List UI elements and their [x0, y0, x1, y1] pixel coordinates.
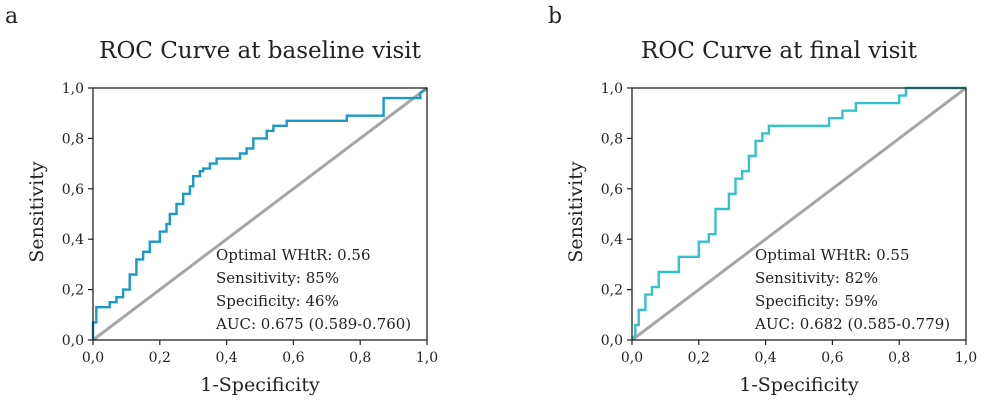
x-tick-label: 0,2 — [149, 350, 171, 366]
x-tick-label: 0,6 — [282, 350, 304, 366]
x-tick-label: 0,4 — [754, 350, 776, 366]
reference-diagonal-line-a — [92, 86, 428, 342]
annotation-specificity-a: Specificity: 46% — [216, 292, 339, 310]
annotation-auc-b: AUC: 0.682 (0.585-0.779) — [754, 315, 950, 333]
x-tick-label: 1,0 — [416, 350, 438, 366]
y-axis-label-a: Sensitivity — [26, 161, 48, 262]
y-tick-label: 0,2 — [62, 283, 84, 299]
plot-frame-b — [631, 87, 967, 341]
y-tick-label: 0,4 — [601, 232, 623, 248]
annotation-sensitivity-a: Sensitivity: 85% — [216, 269, 339, 287]
x-tick-label: 0,0 — [621, 350, 643, 366]
y-tick-label: 0,6 — [601, 182, 623, 198]
y-axis-label-b: Sensitivity — [565, 161, 587, 262]
x-axis-label-b: 1-Specificity — [739, 374, 859, 396]
annotation-sensitivity-b: Sensitivity: 82% — [755, 269, 878, 287]
x-tick-labels-a: 0,0 0,2 0,4 0,6 0,8 1,0 — [82, 340, 438, 366]
reference-diagonal-line-b — [631, 86, 967, 342]
annotation-optimal-whtr-b: Optimal WHtR: 0.55 — [755, 246, 910, 264]
x-tick-label: 0,0 — [82, 350, 104, 366]
chart-title-b: ROC Curve at final visit — [641, 38, 918, 64]
panel-letter-b: b — [548, 4, 562, 29]
x-tick-labels-b: 0,0 0,2 0,4 0,6 0,8 1,0 — [621, 340, 977, 366]
y-tick-labels-a: 0,0 0,2 0,4 0,6 0,8 1,0 — [62, 81, 93, 349]
chart-title-a: ROC Curve at baseline visit — [99, 38, 421, 64]
roc-curve-line-a — [91, 87, 428, 340]
y-tick-label: 1,0 — [601, 81, 623, 97]
plot-area-a — [91, 86, 428, 342]
plot-area-b — [630, 86, 967, 342]
y-tick-labels-b: 0,0 0,2 0,4 0,6 0,8 1,0 — [601, 81, 632, 349]
x-tick-label: 0,2 — [688, 350, 710, 366]
plot-frame-a — [92, 87, 428, 341]
panel-b: b ROC Curve at final visit Sensitivity 1… — [548, 4, 977, 396]
y-tick-label: 0,6 — [62, 182, 84, 198]
x-tick-label: 0,4 — [215, 350, 237, 366]
y-tick-label: 0,8 — [62, 131, 84, 147]
x-axis-label-a: 1-Specificity — [200, 374, 320, 396]
y-tick-label: 0,4 — [62, 232, 84, 248]
panel-letter-a: a — [5, 4, 18, 29]
annotation-specificity-b: Specificity: 59% — [755, 292, 878, 310]
annotation-auc-a: AUC: 0.675 (0.589-0.760) — [215, 315, 411, 333]
x-tick-label: 0,8 — [888, 350, 910, 366]
y-tick-label: 0,0 — [601, 333, 623, 349]
y-tick-label: 0,8 — [601, 131, 623, 147]
x-tick-label: 1,0 — [955, 350, 977, 366]
y-tick-label: 0,2 — [601, 283, 623, 299]
roc-curve-line-b — [630, 86, 966, 341]
y-tick-label: 1,0 — [62, 81, 84, 97]
y-tick-label: 0,0 — [62, 333, 84, 349]
x-tick-label: 0,8 — [349, 350, 371, 366]
panel-a: a ROC Curve at baseline visit Sensitivit… — [5, 4, 438, 396]
x-tick-label: 0,6 — [821, 350, 843, 366]
annotation-optimal-whtr-a: Optimal WHtR: 0.56 — [216, 246, 371, 264]
